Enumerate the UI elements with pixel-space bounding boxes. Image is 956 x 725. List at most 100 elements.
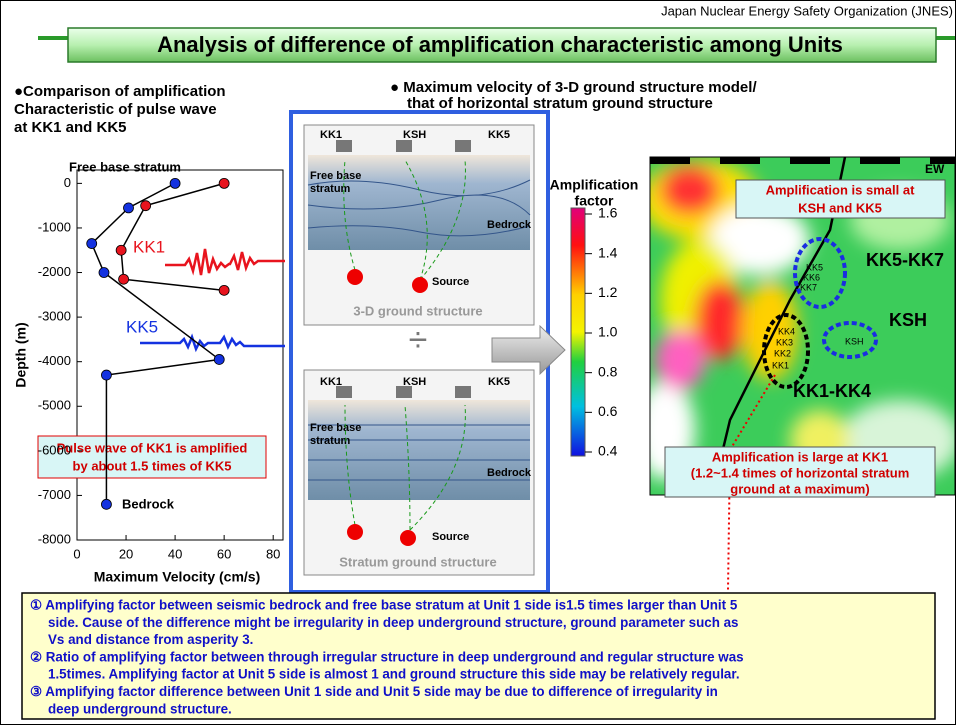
- group-label: KK5-KK7: [866, 250, 944, 270]
- organization: Japan Nuclear Energy Safety Organization…: [661, 3, 953, 18]
- group-label: KSH: [889, 310, 927, 330]
- middle-heading: that of horizontal stratum ground struct…: [407, 95, 713, 112]
- diagram-label: Source: [432, 531, 469, 543]
- diagram-3d: KK1 KSH KK5 Free base stratum Bedrock So…: [303, 124, 535, 326]
- diagram-label: Source: [432, 276, 469, 288]
- diagram-label: Bedrock: [487, 219, 532, 231]
- colorbar-tick-label: 1.0: [598, 324, 618, 340]
- site-circle: [822, 321, 878, 359]
- left-heading: Characteristic of pulse wave: [14, 101, 217, 118]
- y-tick-label: -3000: [38, 309, 71, 324]
- annotation: Free base stratum: [69, 159, 181, 174]
- diagram-label: Bedrock: [487, 467, 532, 479]
- diagram-caption: 3-D ground structure: [353, 303, 482, 318]
- colorbar-tick-label: 0.8: [598, 363, 618, 379]
- building: [396, 386, 412, 398]
- data-point: [140, 200, 152, 212]
- unit-label: KSH: [403, 376, 426, 388]
- note-line: ② Ratio of amplifying factor between thr…: [30, 649, 744, 664]
- diagram-caption: Stratum ground structure: [339, 554, 496, 569]
- y-tick-label: -6000: [38, 442, 71, 457]
- annotation-box: [37, 435, 267, 479]
- building: [455, 386, 471, 398]
- plot-frame: [76, 169, 284, 541]
- arrow: [491, 324, 566, 376]
- diagram-label: stratum: [310, 435, 351, 447]
- note-line: ③ Amplifying factor difference between U…: [30, 684, 718, 699]
- unit-label: KK1: [320, 376, 342, 388]
- colorbar-tick-label: 0.4: [598, 443, 618, 459]
- diagram-label: Free base: [310, 422, 361, 434]
- callout-text: Amplification is small at: [766, 182, 915, 197]
- colorbar: [570, 207, 586, 457]
- building: [396, 140, 412, 152]
- source: [347, 269, 363, 285]
- unit-label: KK5: [806, 262, 823, 272]
- pointer: [727, 374, 776, 591]
- group-label: KK1-KK4: [793, 381, 871, 401]
- annotation: by about 1.5 times of KK5: [73, 458, 232, 473]
- diagram-stratum: KK1 KSH KK5 Free base stratum Bedrock So…: [303, 369, 535, 576]
- data-point: [169, 177, 181, 189]
- x-tick-label: 80: [266, 546, 280, 561]
- ground: [308, 400, 530, 500]
- note-line: 1.5times. Amplifying factor at Unit 5 si…: [48, 667, 740, 682]
- colorbar-tick-label: 0.6: [598, 403, 618, 419]
- colorbar-tick-label: 1.4: [598, 244, 618, 260]
- unit-label: KK6: [803, 272, 820, 282]
- y-tick-label: -7000: [38, 487, 71, 502]
- building: [336, 140, 352, 152]
- unit-label: KK2: [774, 348, 791, 358]
- notes-box: [21, 592, 936, 720]
- data-point: [101, 369, 112, 381]
- source: [347, 524, 363, 540]
- y-axis-label: Depth (m): [13, 322, 29, 387]
- waveform: [165, 248, 285, 276]
- callout-text: Amplification is large at KK1: [712, 449, 888, 464]
- divide-sign: ÷: [409, 321, 428, 359]
- data-point: [213, 354, 225, 365]
- y-tick-label: -8000: [38, 531, 71, 546]
- note-line: Vs and distance from asperity 3.: [48, 632, 253, 647]
- unit-label: KK4: [778, 326, 795, 336]
- annotation: Bedrock: [122, 496, 175, 511]
- y-tick-label: -1000: [38, 219, 71, 234]
- velocity-chart: Maximum Velocity (cm/s) Depth (m) Free b…: [13, 159, 285, 585]
- data-point: [115, 244, 127, 256]
- x-tick-label: 20: [119, 546, 133, 561]
- x-tick-label: 40: [168, 546, 182, 561]
- data-point: [123, 202, 134, 214]
- data-point: [98, 267, 110, 278]
- data-point: [86, 238, 98, 249]
- colorbar-tick-label: 1.6: [598, 205, 618, 221]
- x-tick-label: 0: [73, 546, 80, 561]
- site-circle: [762, 313, 810, 389]
- note-line: ① Amplifying factor between seismic bedr…: [30, 598, 738, 613]
- source: [400, 530, 416, 546]
- series-label: KK5: [126, 317, 158, 336]
- waveform: [140, 333, 285, 353]
- data-point: [101, 498, 112, 510]
- colorbar-title: factor: [575, 193, 614, 209]
- ground: [308, 155, 530, 250]
- strata: [308, 424, 530, 481]
- map-direction: EW: [925, 162, 945, 176]
- building: [336, 386, 352, 398]
- note-line: side. Cause of the difference might be i…: [48, 615, 739, 630]
- data-point: [218, 177, 230, 189]
- unit-label: KK7: [800, 282, 817, 292]
- title: Analysis of difference of amplification …: [157, 32, 843, 57]
- callout-text: KSH and KK5: [798, 200, 882, 215]
- diagram-label: stratum: [310, 183, 351, 195]
- y-tick-label: -4000: [38, 353, 71, 368]
- y-tick-label: -2000: [38, 264, 71, 279]
- unit-label: KSH: [845, 336, 864, 346]
- x-axis-label: Maximum Velocity (cm/s): [94, 569, 261, 585]
- strata: [307, 179, 531, 237]
- unit-label: KK1: [320, 129, 342, 141]
- site-circle: [793, 237, 847, 309]
- colorbar-tick-label: 1.2: [598, 284, 618, 300]
- note-line: deep underground structure.: [48, 701, 232, 716]
- callout-text: ground at a maximum): [730, 481, 869, 496]
